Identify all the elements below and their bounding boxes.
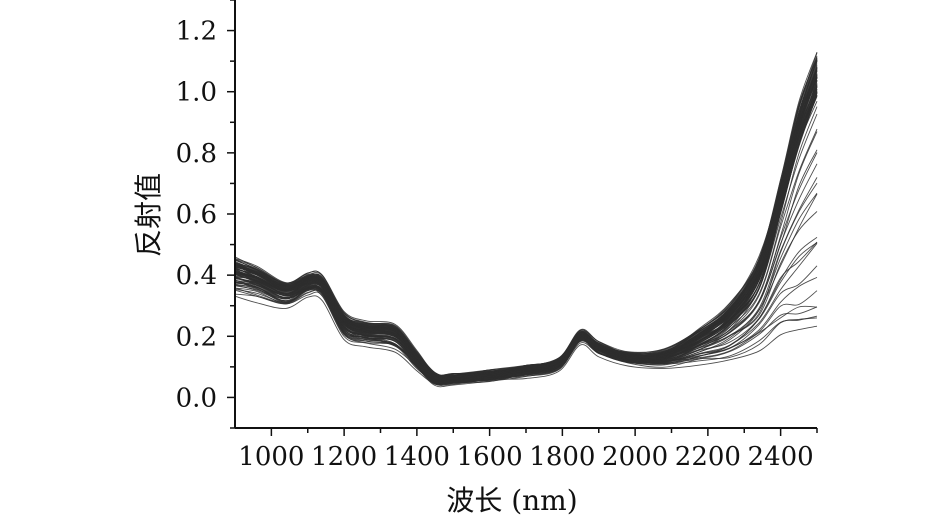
spectrum-line bbox=[234, 73, 818, 380]
spectrum-line bbox=[234, 56, 818, 377]
spectrum-line bbox=[234, 82, 818, 380]
spectrum-line bbox=[234, 61, 818, 382]
spectrum-line bbox=[234, 76, 818, 377]
x-tick-label: 1800 bbox=[529, 442, 595, 472]
spectrum-line bbox=[234, 92, 818, 383]
x-tick-label: 2400 bbox=[748, 442, 814, 472]
y-tick-label: 1.2 bbox=[176, 17, 217, 47]
x-tick-label: 1600 bbox=[457, 442, 523, 472]
spectrum-line bbox=[234, 163, 818, 383]
y-tick-label: 0.2 bbox=[176, 322, 217, 352]
spectrum-line bbox=[234, 67, 818, 381]
spectrum-line bbox=[234, 78, 818, 380]
y-tick-label: 0.4 bbox=[176, 261, 217, 291]
y-axis-title: 反射值 bbox=[132, 173, 165, 257]
spectrum-line bbox=[234, 52, 818, 378]
spectrum-line bbox=[234, 265, 818, 385]
x-tick-label: 2200 bbox=[675, 442, 741, 472]
spectrum-line bbox=[234, 86, 818, 378]
spectrum-line bbox=[234, 74, 818, 381]
spectra-lines bbox=[234, 51, 818, 388]
spectrum-line bbox=[234, 51, 818, 377]
spectrum-line bbox=[234, 113, 818, 385]
tick-labels: 1000 1200 1400 1600 1800 2000 2200 2400 0.0 0.2 0.… bbox=[176, 17, 814, 472]
spectrum-line bbox=[234, 96, 818, 380]
spectrum-line bbox=[234, 58, 818, 377]
spectrum-line bbox=[234, 84, 818, 380]
spectrum-line bbox=[234, 59, 818, 380]
spectrum-line bbox=[234, 67, 818, 379]
spectrum-line bbox=[234, 95, 818, 385]
spectrum-line bbox=[234, 93, 818, 381]
y-tick-label: 0.8 bbox=[176, 139, 217, 169]
y-tick-label: 0.0 bbox=[176, 383, 217, 413]
spectrum-line bbox=[234, 67, 818, 382]
spectrum-line bbox=[234, 84, 818, 382]
spectrum-line bbox=[234, 61, 818, 376]
spectrum-line bbox=[234, 149, 818, 383]
x-tick-label: 1400 bbox=[384, 442, 450, 472]
spectrum-line bbox=[234, 89, 818, 379]
spectrum-line bbox=[234, 58, 818, 377]
x-tick-label: 1200 bbox=[311, 442, 377, 472]
x-tick-label: 2000 bbox=[602, 442, 668, 472]
spectrum-line bbox=[234, 85, 818, 382]
spectrum-line bbox=[234, 66, 818, 380]
x-tick-label: 1000 bbox=[238, 442, 304, 472]
spectrum-line bbox=[234, 80, 818, 379]
spectrum-line bbox=[234, 72, 818, 378]
y-tick-label: 1.0 bbox=[176, 78, 217, 108]
spectrum-line bbox=[234, 77, 818, 381]
axes bbox=[227, 0, 818, 436]
y-tick-label: 0.6 bbox=[176, 200, 217, 230]
spectrum-line bbox=[234, 80, 818, 384]
x-axis-title: 波长 (nm) bbox=[446, 484, 577, 517]
